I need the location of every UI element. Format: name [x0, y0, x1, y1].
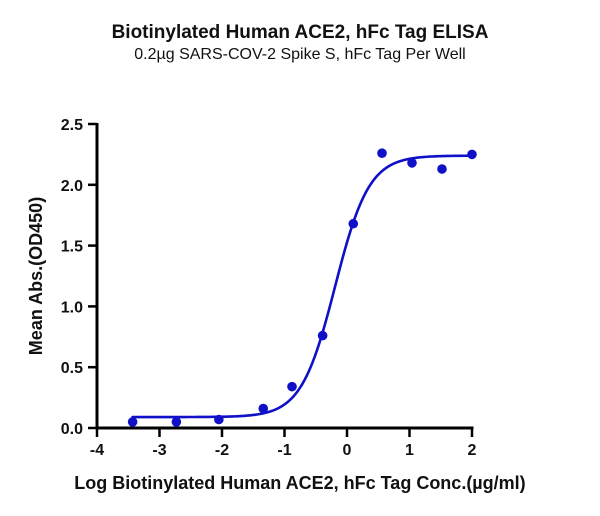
data-point [467, 149, 477, 160]
x-tick-label: 2 [468, 442, 477, 459]
y-tick-label: 1.0 [61, 299, 83, 316]
data-points [127, 148, 477, 427]
x-tick-label: -4 [90, 442, 104, 459]
y-axis-label: Mean Abs.(OD450) [26, 197, 46, 355]
data-point [437, 164, 447, 174]
data-point [348, 218, 359, 229]
x-tick-label: 0 [343, 442, 352, 459]
data-point [127, 417, 138, 427]
chart-subtitle: 0.2µg SARS-COV-2 Spike S, hFc Tag Per We… [134, 46, 466, 63]
x-tick-label: -2 [215, 442, 229, 459]
data-point [377, 148, 387, 158]
x-tick-label: -1 [277, 442, 291, 459]
data-point [407, 158, 417, 168]
y-tick-label: 0.5 [61, 360, 83, 377]
x-tick-label: 1 [405, 442, 414, 459]
data-point [214, 414, 224, 425]
data-point [258, 403, 269, 414]
data-point [171, 417, 182, 427]
data-point [287, 381, 297, 392]
x-axis-label: Log Biotinylated Human ACE2, hFc Tag Con… [74, 473, 525, 493]
y-tick-label: 2.5 [61, 117, 83, 134]
y-tick-label: 1.5 [61, 239, 83, 256]
chart-title: Biotinylated Human ACE2, hFc Tag ELISA [111, 22, 489, 43]
y-tick-label: 0.0 [61, 421, 83, 438]
fit-curve [131, 154, 474, 419]
axes: 0.0 0.5 1.0 1.5 2.0 2.5 -4 -3 -2 -1 0 1 2 [61, 117, 477, 459]
y-tick-label: 2.0 [61, 178, 83, 195]
data-point [317, 330, 328, 341]
x-tick-label: -3 [152, 442, 166, 459]
